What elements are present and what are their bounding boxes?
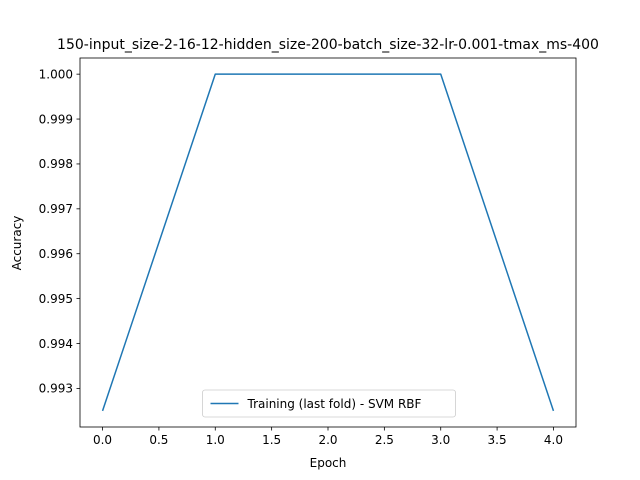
y-tick-label: 0.996 xyxy=(39,247,73,261)
x-tick-label: 0.5 xyxy=(149,433,168,447)
y-tick-label: 0.993 xyxy=(39,382,73,396)
y-tick-label: 0.995 xyxy=(39,292,73,306)
x-tick-label: 1.0 xyxy=(206,433,225,447)
y-tick-label: 0.998 xyxy=(39,157,73,171)
chart-title: 150-input_size-2-16-12-hidden_size-200-b… xyxy=(57,37,599,53)
y-axis-label: Accuracy xyxy=(10,216,24,271)
x-tick-label: 3.0 xyxy=(431,433,450,447)
legend-box xyxy=(202,389,456,418)
y-tick-label: 0.997 xyxy=(39,202,73,216)
x-tick-label: 3.5 xyxy=(488,433,507,447)
x-tick-label: 4.0 xyxy=(544,433,563,447)
x-tick-label: 0.0 xyxy=(93,433,112,447)
legend-label-0: Training (last fold) - SVM RBF xyxy=(247,397,422,411)
x-axis-label: Epoch xyxy=(310,456,347,470)
x-tick-label: 1.5 xyxy=(262,433,281,447)
plot-area: 0.0 0.5 1.0 1.5 2.0 2.5 3.0 3.5 4.0 0.993 0.994 0.9… xyxy=(39,57,577,447)
x-tick-label: 2.0 xyxy=(318,433,337,447)
series-line-0 xyxy=(101,73,555,412)
y-tick-label: 0.999 xyxy=(39,112,73,126)
y-tick-label: 0.994 xyxy=(39,337,73,351)
y-tick-label: 1.000 xyxy=(39,67,73,81)
x-tick-label: 2.5 xyxy=(375,433,394,447)
